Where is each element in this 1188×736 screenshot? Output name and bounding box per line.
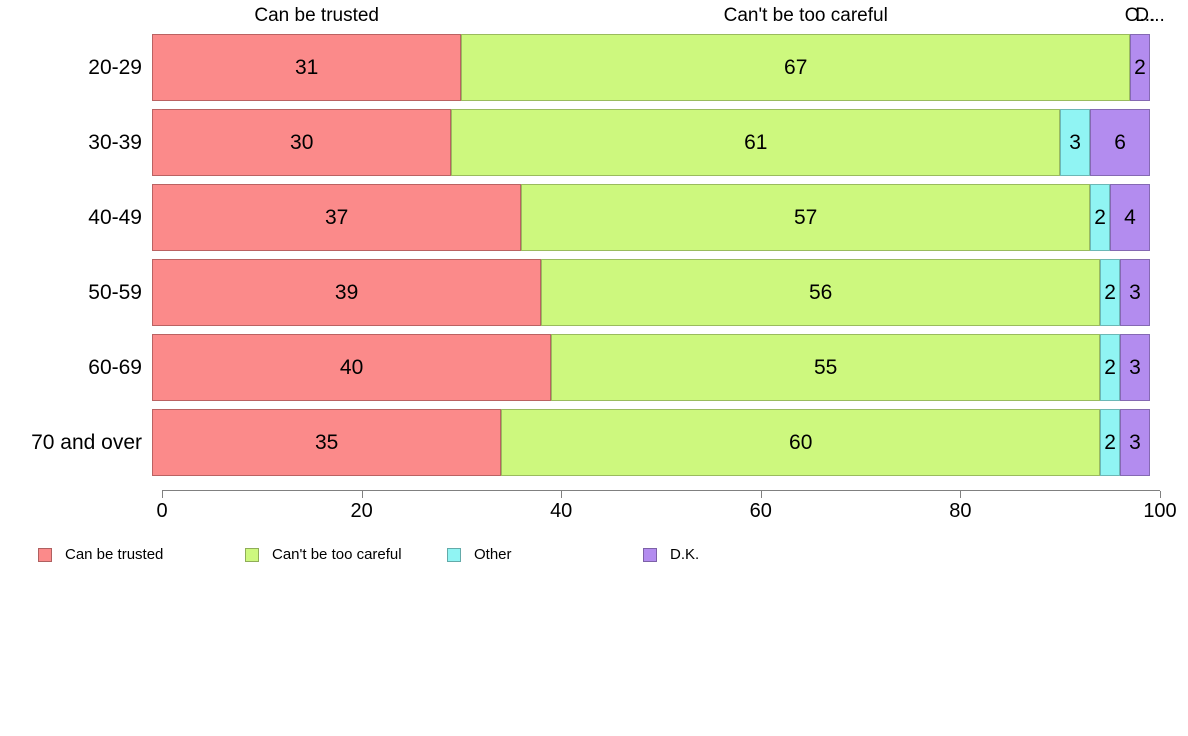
bar-row: 50-59 39 56 2 3	[0, 259, 1160, 326]
bar-segment: 4	[1110, 184, 1150, 251]
bar-segment: 3	[1120, 334, 1150, 401]
x-axis-tick-label: 80	[949, 500, 972, 522]
bar-segment: 2	[1100, 259, 1121, 326]
x-axis-tick	[1160, 491, 1161, 498]
bar-value-label: 35	[314, 430, 339, 454]
bar-segment: 2	[1100, 409, 1121, 476]
bar-segment: 57	[521, 184, 1091, 251]
x-axis-tick-label: 60	[749, 500, 772, 522]
bar-value-label: 2	[1104, 430, 1116, 454]
legend: Can be trusted Can't be too careful Other D…	[0, 546, 1188, 572]
x-axis-tick	[960, 491, 962, 498]
bar-value-label: 3	[1129, 280, 1141, 304]
bar-value-label: 55	[813, 355, 838, 379]
legend-item: Can be trusted	[38, 546, 163, 563]
bar-track: 31 67 2	[152, 34, 1150, 101]
bar-value-label: 3	[1129, 355, 1141, 379]
x-axis-tick-label: 20	[350, 500, 373, 522]
bar-value-label: 39	[334, 280, 359, 304]
y-axis-label: 50-59	[88, 280, 142, 304]
bar-segment: 56	[541, 259, 1101, 326]
bar-segment: 2	[1100, 334, 1121, 401]
bar-value-label: 56	[808, 280, 833, 304]
y-axis-label: 30-39	[88, 130, 142, 154]
x-axis-tick-label: 0	[156, 500, 168, 522]
bar-track: 30 61 3 6	[152, 109, 1150, 176]
y-axis-label: 40-49	[88, 205, 142, 229]
bar-segment: 61	[451, 109, 1061, 176]
bar-value-label: 2	[1134, 55, 1146, 79]
bar-value-label: 2	[1104, 280, 1116, 304]
bar-value-label: 40	[339, 355, 364, 379]
bar-value-label: 57	[794, 205, 818, 229]
bar-segment: 60	[501, 409, 1101, 476]
column-header: D...	[1135, 5, 1165, 26]
bar-value-label: 4	[1124, 205, 1136, 229]
legend-label: D.K.	[670, 546, 700, 563]
bar-track: 39 56 2 3	[152, 259, 1150, 326]
legend-swatch-icon	[245, 547, 259, 562]
legend-swatch-icon	[447, 547, 461, 562]
bar-track: 37 57 2 4	[152, 184, 1150, 251]
bar-value-label: 6	[1114, 130, 1126, 154]
bar-value-label: 61	[744, 130, 768, 154]
bar-value-label: 3	[1129, 430, 1141, 454]
bar-value-label: 3	[1069, 130, 1081, 154]
bar-segment: 40	[152, 334, 552, 401]
bar-segment: 3	[1120, 259, 1150, 326]
bar-value-label: 30	[290, 130, 314, 154]
bar-value-label: 67	[784, 55, 808, 79]
y-axis-label: 20-29	[88, 55, 142, 79]
bar-segment: 31	[152, 34, 462, 101]
bar-row: 60-69 40 55 2 3	[0, 334, 1160, 401]
legend-swatch-icon	[38, 547, 52, 562]
bar-segment: 55	[551, 334, 1101, 401]
column-header: Can't be too careful	[723, 5, 888, 26]
bar-segment: 30	[152, 109, 452, 176]
legend-item: D.K.	[643, 546, 699, 563]
bar-row: 40-49 37 57 2 4	[0, 184, 1160, 251]
column-header: Can be trusted	[254, 5, 380, 26]
x-axis-tick	[561, 491, 563, 498]
bar-value-label: 37	[324, 205, 349, 229]
bar-segment: 3	[1120, 409, 1150, 476]
y-axis-label: 60-69	[88, 355, 142, 379]
bar-segment: 2	[1090, 184, 1111, 251]
bar-row: 70 and over 35 60 2 3	[0, 409, 1160, 476]
bar-segment: 6	[1090, 109, 1150, 176]
legend-swatch-icon	[643, 547, 657, 562]
column-header: O...	[1124, 5, 1156, 26]
legend-label: Can be trusted	[65, 546, 164, 563]
x-axis-tick	[361, 491, 363, 498]
bar-segment: 39	[152, 259, 542, 326]
legend-label: Other	[474, 546, 512, 563]
bar-value-label: 60	[789, 430, 813, 454]
bar-row: 20-29 31 67 2	[0, 34, 1160, 101]
column-headers: Can be trusted Can't be too careful O... D.…	[162, 5, 1164, 31]
x-axis: 0 20 40 60 80 100	[156, 490, 1177, 531]
bar-segment: 3	[1060, 109, 1091, 176]
bar-rows: 20-29 31 67 2 30-39 30 61 3 6 40-49 37 57 2 4 50-59 39 5…	[0, 34, 1160, 476]
legend-item: Other	[447, 546, 512, 563]
bar-track: 40 55 2 3	[152, 334, 1150, 401]
x-axis-tick	[760, 491, 762, 498]
bar-segment: 2	[1130, 34, 1150, 101]
bar-row: 30-39 30 61 3 6	[0, 109, 1160, 176]
x-axis-tick-label: 40	[550, 500, 573, 522]
x-axis-tick-label: 100	[1143, 500, 1177, 522]
y-axis-label: 70 and over	[31, 430, 142, 454]
bar-segment: 67	[461, 34, 1131, 101]
bar-segment: 37	[152, 184, 522, 251]
legend-label: Can't be too careful	[272, 546, 402, 563]
x-axis-tick	[162, 491, 163, 498]
bar-value-label: 2	[1104, 355, 1116, 379]
bar-value-label: 2	[1094, 205, 1106, 229]
bar-value-label: 31	[295, 55, 319, 79]
legend-item: Can't be too careful	[245, 546, 402, 563]
bar-track: 35 60 2 3	[152, 409, 1150, 476]
bar-segment: 35	[152, 409, 502, 476]
